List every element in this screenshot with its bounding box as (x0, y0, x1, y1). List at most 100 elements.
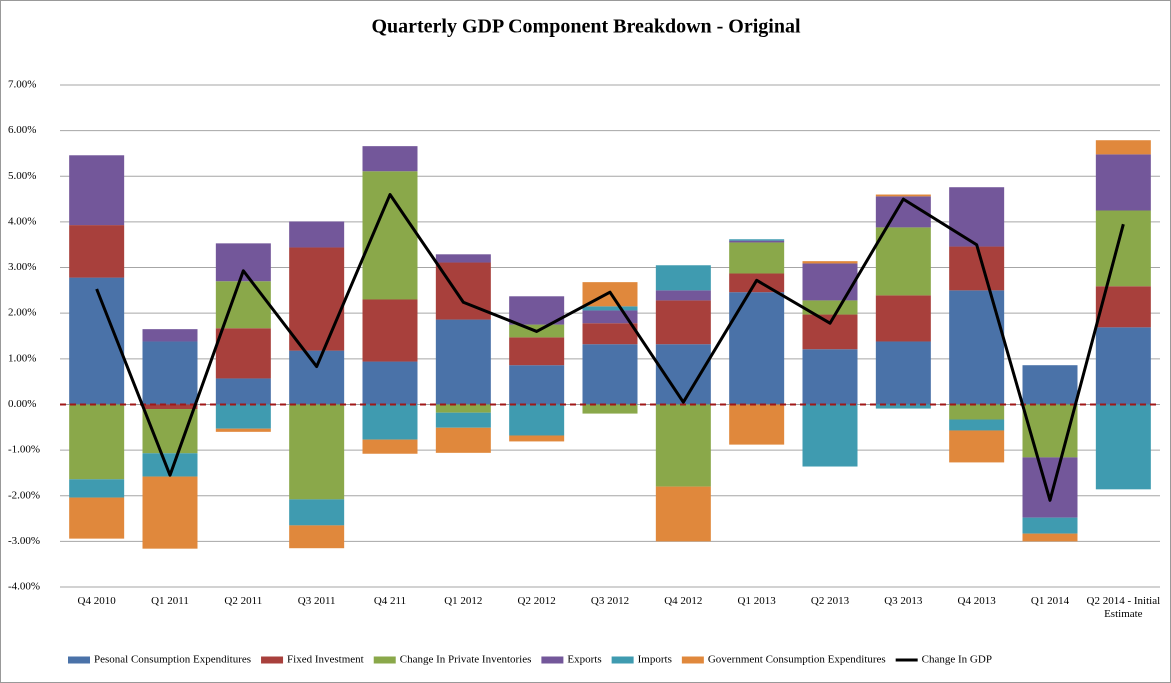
x-tick-label-box: Q1 2011 (151, 595, 189, 607)
bar-segment (289, 350, 345, 405)
legend-swatch (681, 656, 704, 664)
x-tick-label: Q3 2011 (297, 595, 336, 607)
bar-segment (875, 295, 931, 342)
x-tick-label-box: Q2 2013 (810, 595, 850, 607)
bar-segment (1095, 140, 1151, 155)
bar-segment (69, 497, 125, 539)
bar-segment (655, 265, 711, 291)
x-tick-label: Q1 2014 (1030, 595, 1070, 607)
bar-segment (435, 427, 491, 453)
bar-segment (289, 221, 345, 248)
bar-segment (69, 277, 125, 405)
legend-label: Fixed Investment (287, 654, 364, 666)
bar-segment (435, 412, 491, 428)
x-tick-label: Q1 2013 (737, 595, 776, 607)
x-tick-label: Q2 2014 - Initial Estimate (1086, 595, 1161, 620)
bar-segment (142, 453, 198, 477)
bar-segment (949, 419, 1005, 431)
y-tick-label: 3.00% (8, 261, 36, 273)
bar-segment (69, 404, 125, 480)
legend-swatch (68, 656, 90, 664)
bar-segment (949, 404, 1005, 420)
bar-segment (949, 246, 1005, 291)
bar-segment (1022, 457, 1078, 518)
bar-segment (1095, 154, 1151, 211)
bar-segment (802, 349, 858, 405)
x-tick-label-box: Q1 2014 (1030, 595, 1070, 607)
bar-segment (802, 404, 858, 467)
bar-segment (142, 404, 198, 410)
legend-label: Exports (567, 654, 601, 666)
y-tick-label: -1.00% (8, 444, 40, 456)
bar-segment (1095, 404, 1151, 490)
bar-segment (802, 314, 858, 350)
bar-segment (69, 225, 125, 278)
x-tick-label: Q4 2013 (957, 595, 996, 607)
y-tick-label: 0.00% (8, 398, 36, 410)
bar-segment (729, 240, 785, 243)
bar-segment (1022, 533, 1078, 542)
bar-segment (802, 263, 858, 301)
x-tick-label: Q2 2011 (224, 595, 263, 607)
bar-segment (215, 328, 271, 379)
x-tick-label: Q4 2012 (664, 595, 703, 607)
bar-segment (289, 404, 345, 500)
bar-segment (289, 525, 345, 549)
x-tick-label-box: Q2 2012 (518, 595, 556, 607)
bar-segment (215, 428, 271, 432)
bar-segment (875, 341, 931, 405)
bar-segment (362, 361, 418, 405)
bar-segment (215, 404, 271, 429)
bar-segment (362, 404, 418, 440)
x-tick-label-box: Q4 2010 (78, 595, 116, 607)
bar-segment (582, 323, 638, 345)
bar-segment (289, 499, 345, 526)
bar-segment (655, 290, 711, 301)
line-series (95, 193, 1125, 502)
bar-segment (69, 479, 125, 498)
bar-segment (582, 306, 638, 311)
bar-segment (509, 435, 565, 442)
bar-segment (1095, 327, 1151, 405)
bar-segment (729, 404, 785, 445)
x-tick-label: Q1 2011 (151, 595, 189, 607)
x-tick-label-box: Q3 2011 (297, 595, 336, 607)
y-tick-label: 7.00% (8, 79, 36, 91)
bar-segment (875, 227, 931, 296)
legend-label: Pesonal Consumption Expenditures (94, 654, 251, 666)
bar-segment (435, 319, 491, 405)
bar-segment (509, 404, 565, 436)
bar-segment (802, 261, 858, 264)
bar-segment (435, 254, 491, 263)
bar-segment (215, 243, 271, 282)
bar-segment (142, 409, 198, 454)
y-tick-label: -2.00% (8, 489, 40, 501)
x-tick-label-box: Q4 2013 (957, 595, 996, 607)
bar-segment (362, 171, 418, 300)
x-tick-label: Q2 2013 (810, 595, 850, 607)
y-tick-label: -3.00% (8, 535, 40, 547)
chart-title: Quarterly GDP Component Breakdown - Orig… (371, 16, 801, 38)
y-tick-label: 1.00% (8, 352, 36, 364)
bar-segment (582, 344, 638, 405)
bar-segment (509, 337, 565, 366)
bar-segment (875, 194, 931, 197)
x-tick-label-box: Q4 2012 (664, 595, 703, 607)
legend-label: Change In Private Inventories (400, 654, 532, 666)
bar-segment (509, 296, 565, 325)
bar-segment (1022, 517, 1078, 534)
bar-segment (435, 404, 491, 413)
legend-swatch (611, 656, 634, 664)
bar-segment (655, 300, 711, 345)
bar-segment (729, 239, 785, 241)
x-tick-label: Q4 211 (373, 595, 407, 607)
x-tick-label-box: Q3 2012 (591, 595, 629, 607)
legend-swatch (261, 656, 284, 664)
legend-label: Change In GDP (922, 654, 992, 666)
bar-segment (69, 155, 125, 226)
bar-segment (1022, 365, 1078, 405)
y-tick-label: 6.00% (8, 124, 36, 136)
bar-segment (729, 292, 785, 405)
bar-segment (362, 439, 418, 454)
